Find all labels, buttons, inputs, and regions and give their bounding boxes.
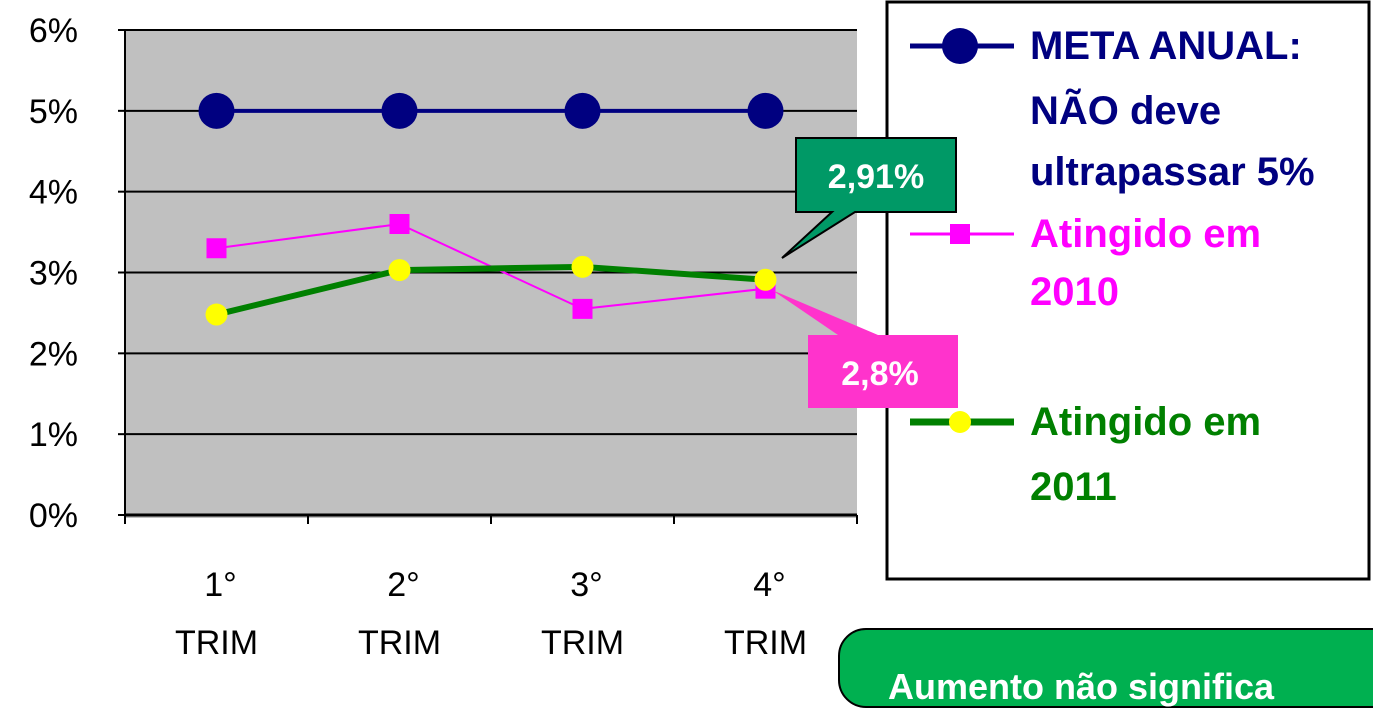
data-point (205, 303, 228, 326)
data-point (206, 238, 227, 259)
data-point (747, 92, 784, 129)
y-tick-label: 1% (29, 416, 78, 454)
series-lines (215, 108, 766, 318)
data-point (571, 255, 594, 278)
data-point (388, 259, 411, 282)
x-tick-label: TRIM (724, 624, 807, 662)
plot-area (125, 30, 857, 518)
legend-marker (949, 411, 971, 433)
y-tick-label: 6% (29, 12, 78, 50)
callout-2010: 2,8% (772, 290, 958, 408)
callout-2011-label: 2,91% (828, 158, 924, 196)
data-point (198, 92, 235, 129)
legend-box (885, 0, 1371, 581)
legend-label: ultrapassar 5% (1030, 150, 1315, 194)
y-axis-ticks: 0% 1% 2% 3% 4% 5% 6% (29, 12, 125, 535)
legend-label: Atingido em (1030, 400, 1261, 444)
legend: META ANUAL: NÃO deve ultrapassar 5% Atingid… (910, 24, 1315, 509)
legend-label: Atingido em (1030, 212, 1261, 256)
x-tick-label: 4° (753, 566, 786, 604)
legend-label: 2010 (1030, 270, 1119, 314)
callout-2010-shape (772, 290, 958, 408)
y-tick-label: 4% (29, 174, 78, 212)
line-chart: 0%1%2%3%4%5%6% 1°TRIM2°TRIM3°TRIM4°TRIM … (29, 0, 1371, 662)
x-tick-label: TRIM (358, 624, 441, 662)
note-box: Aumento não significa (838, 628, 1373, 708)
legend-label: 2011 (1030, 465, 1117, 509)
callout-2010-label: 2,8% (841, 355, 919, 393)
legend-marker (950, 224, 970, 244)
note-text: Aumento não significa (888, 666, 1275, 707)
x-tick-label: TRIM (541, 624, 624, 662)
legend-label: NÃO deve (1030, 87, 1221, 133)
x-axis-ticks: 1° TRIM 2° TRIM 3° TRIM 4° TRIM (124, 515, 858, 662)
x-tick-label: 2° (387, 566, 420, 604)
x-tick-label: TRIM (175, 624, 258, 662)
data-point (754, 268, 777, 291)
x-tick-label: 3° (570, 566, 603, 604)
data-point (381, 92, 418, 129)
series-line (215, 263, 766, 318)
data-point (564, 92, 601, 129)
legend-marker (942, 28, 978, 64)
y-tick-label: 3% (29, 255, 78, 293)
y-tick-label: 0% (29, 497, 78, 535)
y-tick-label: 2% (29, 335, 78, 373)
data-point (389, 214, 410, 234)
y-tick-label: 5% (29, 93, 78, 131)
x-tick-label: 1° (204, 566, 237, 604)
data-point (572, 298, 593, 319)
legend-label: META ANUAL: (1030, 24, 1302, 68)
series-markers (198, 92, 784, 326)
callout-2011: 2,91% (781, 137, 957, 259)
callout-2011-shape (781, 137, 957, 259)
